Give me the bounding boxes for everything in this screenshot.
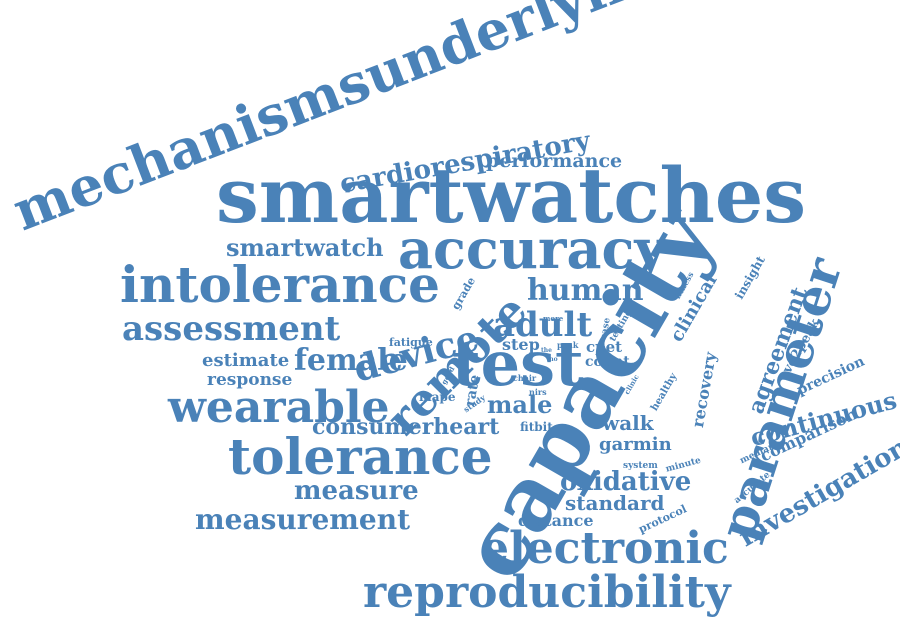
word-walk: walk xyxy=(602,411,654,435)
word-estimate: estimate xyxy=(202,350,290,371)
word-cpet: cpet xyxy=(586,338,623,356)
word-fatigue: fatigue xyxy=(389,336,433,349)
word-response: response xyxy=(207,370,293,390)
word-nirs: nirs xyxy=(529,387,547,397)
word-garmin: garmin xyxy=(599,434,672,455)
word-male: male xyxy=(487,390,553,419)
word-the: the xyxy=(541,347,552,354)
word-fitbit: fitbit xyxy=(520,420,553,434)
word-performance: performance xyxy=(486,150,623,172)
word-count: count xyxy=(585,354,630,370)
word-mape: mape xyxy=(419,390,456,404)
word-ino: ino xyxy=(547,356,558,363)
word-consumerheart: consumerheart xyxy=(312,414,500,440)
word-electronic: electronic xyxy=(481,523,729,574)
word-reproducibility: reproducibility xyxy=(363,567,731,618)
word-distance: distance xyxy=(518,511,594,530)
word-intolerance: intolerance xyxy=(120,255,440,314)
word-accuracy: accuracy xyxy=(398,217,666,281)
word-tolerance: tolerance xyxy=(228,427,493,486)
word-standard: standard xyxy=(565,491,665,515)
word-female: female xyxy=(294,343,408,378)
word-chair: chair xyxy=(513,373,537,383)
word-insight: insight xyxy=(732,253,768,302)
word-more: more xyxy=(543,314,564,323)
word-measure: measure xyxy=(294,476,419,506)
word-smartwatches: smartwatches xyxy=(216,151,807,240)
word-oxidative: oxidative xyxy=(560,467,692,497)
word-adult: adult xyxy=(493,305,593,345)
word-system: system xyxy=(623,461,658,471)
word-step: step xyxy=(502,335,540,354)
word-wearable: wearable xyxy=(168,382,390,433)
word-smartwatch: smartwatch xyxy=(226,233,384,262)
word-measurement: measurement xyxy=(195,503,411,536)
word-test: test xyxy=(452,327,584,400)
word-assessment: assessment xyxy=(122,309,341,349)
word-peak: peak xyxy=(557,340,579,350)
word-recovery: recovery xyxy=(688,350,720,429)
word-human: human xyxy=(527,273,644,308)
